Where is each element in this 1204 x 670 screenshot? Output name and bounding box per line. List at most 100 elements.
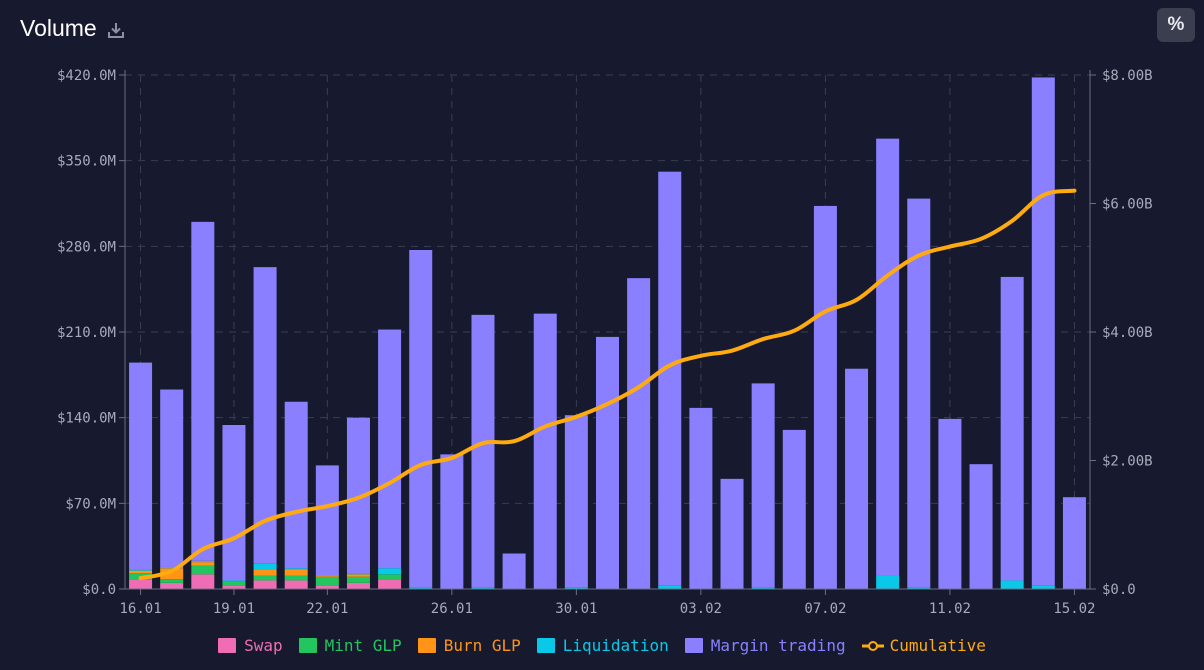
legend-item-swap[interactable]: Swap: [218, 636, 283, 655]
bar-burn-glp: [160, 568, 184, 580]
bar-swap: [160, 582, 184, 589]
bar-margin-trading: [596, 336, 619, 589]
bar-burn-glp: [346, 574, 370, 577]
bar-margin-trading: [813, 205, 837, 589]
x-tick-label: 19.01: [213, 601, 255, 617]
legend-label: Burn GLP: [443, 636, 521, 655]
bar-liquidation: [160, 566, 184, 569]
legend-item-cumulative[interactable]: Cumulative: [861, 636, 986, 655]
chart-legend: Swap Mint GLP Burn GLP Liquidation Margin tr…: [0, 636, 1204, 655]
bar-swap: [284, 580, 308, 589]
legend-item-burn-glp[interactable]: Burn GLP: [417, 636, 521, 655]
x-tick-label: 30.01: [555, 601, 597, 617]
cumulative-line: [138, 188, 1077, 581]
bar-liquidation: [658, 585, 682, 589]
bar-mint-glp: [378, 574, 402, 580]
y-left-tick-label: $210.0M: [57, 325, 116, 341]
bar-swap: [191, 574, 215, 589]
bar-margin-trading: [845, 368, 869, 589]
x-tick-label: 16.01: [119, 601, 161, 617]
bar-liquidation: [253, 563, 277, 570]
legend-label: Cumulative: [889, 636, 986, 655]
legend-swatch: [298, 638, 317, 653]
bar-margin-trading: [315, 465, 339, 576]
x-tick-label: 15.02: [1053, 601, 1095, 617]
bar-margin-trading: [1000, 276, 1024, 581]
bar-margin-trading: [720, 478, 744, 589]
legend-swatch: [536, 638, 555, 653]
legend-label: Liquidation: [562, 636, 669, 655]
bar-mint-glp: [222, 581, 246, 586]
bar-swap: [315, 585, 339, 589]
y-left-tick-label: $0.0: [82, 582, 116, 598]
y-right-tick-label: $4.00B: [1102, 325, 1153, 341]
bar-mint-glp: [315, 576, 339, 586]
y-left-tick-label: $420.0M: [57, 68, 116, 84]
bar-liquidation: [378, 568, 402, 575]
bar-margin-trading: [1031, 77, 1055, 586]
bar-burn-glp: [253, 569, 277, 576]
bar-margin-trading: [627, 278, 651, 589]
percent-toggle-button[interactable]: %: [1157, 8, 1195, 42]
chart-header: Volume: [20, 12, 126, 44]
percent-icon: %: [1167, 14, 1185, 35]
bar-margin-trading: [533, 313, 557, 589]
bar-liquidation: [284, 568, 308, 570]
legend-label: Swap: [244, 636, 283, 655]
bar-margin-trading: [876, 138, 900, 576]
bar-liquidation: [222, 580, 246, 582]
legend-line-marker-icon: [861, 640, 884, 651]
bar-margin-trading: [658, 171, 682, 586]
bar-mint-glp: [284, 575, 308, 581]
chart-title: Volume: [20, 14, 97, 41]
x-tick-label: 07.02: [804, 601, 846, 617]
bar-margin-trading: [253, 267, 277, 564]
bar-liquidation: [346, 573, 370, 575]
volume-chart: $0.0 $70.0M $140.0M $210.0M $280.0M $350.0M $4…: [57, 68, 1153, 617]
bar-burn-glp: [191, 562, 215, 566]
bar-mint-glp: [191, 565, 215, 575]
bar-swap: [222, 585, 246, 589]
bar-burn-glp: [129, 570, 153, 574]
legend-label: Mint GLP: [324, 636, 402, 655]
bar-liquidation: [907, 587, 931, 589]
legend-item-margin-trading[interactable]: Margin trading: [684, 636, 846, 655]
bar-mint-glp: [346, 576, 370, 583]
bar-mint-glp: [160, 579, 184, 583]
x-tick-label: 22.01: [306, 601, 348, 617]
bar-liquidation: [564, 587, 588, 589]
y-right-tick-label: $2.00B: [1102, 454, 1153, 470]
download-icon[interactable]: [106, 20, 126, 40]
legend-item-liquidation[interactable]: Liquidation: [536, 636, 669, 655]
legend-label: Margin trading: [710, 636, 846, 655]
bar-margin-trading: [346, 417, 370, 574]
bar-liquidation: [751, 587, 775, 589]
bar-margin-trading: [938, 418, 962, 589]
bar-liquidation: [1031, 585, 1055, 589]
bar-liquidation: [191, 560, 215, 563]
bar-margin-trading: [689, 407, 713, 589]
bar-liquidation: [409, 587, 433, 589]
x-tick-label: 26.01: [431, 601, 473, 617]
bar-margin-trading: [378, 329, 402, 569]
bar-liquidation: [471, 587, 495, 589]
y-right-tick-label: $0.0: [1102, 582, 1136, 598]
bar-margin-trading: [284, 401, 308, 569]
y-left-tick-label: $140.0M: [57, 411, 116, 427]
bar-margin-trading: [222, 425, 246, 581]
y-right-tick-label: $6.00B: [1102, 197, 1153, 213]
legend-item-mint-glp[interactable]: Mint GLP: [298, 636, 402, 655]
bar-burn-glp: [284, 569, 308, 576]
bar-swap: [129, 579, 153, 589]
bar-mint-glp: [253, 575, 277, 581]
bar-margin-trading: [440, 454, 464, 589]
x-tick-label: 03.02: [680, 601, 722, 617]
bar-margin-trading: [502, 553, 526, 589]
x-tick-label: 11.02: [929, 601, 971, 617]
bar-margin-trading: [409, 250, 433, 588]
bar-margin-trading: [782, 429, 806, 589]
bar-burn-glp: [315, 575, 339, 577]
legend-swatch: [684, 638, 703, 653]
bar-liquidation: [876, 575, 900, 589]
bar-liquidation: [129, 569, 153, 571]
